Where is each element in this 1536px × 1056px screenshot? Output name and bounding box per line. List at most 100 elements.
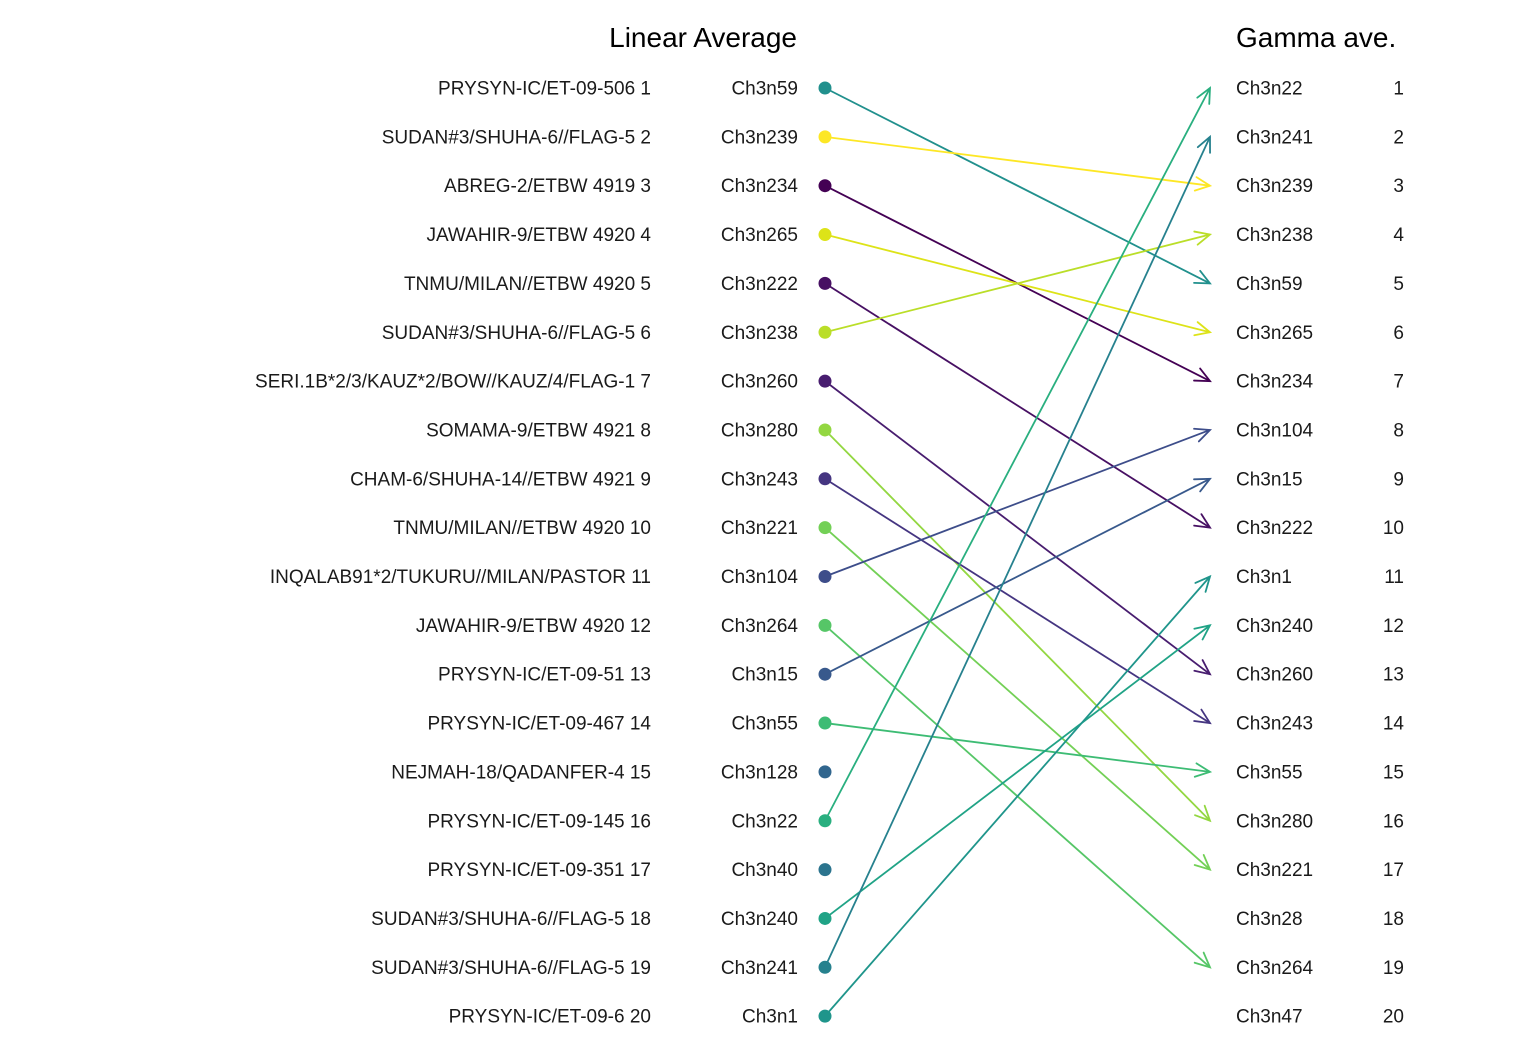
left-entry-name: TNMU/MILAN//ETBW 4920 10 xyxy=(393,518,651,539)
arrowhead xyxy=(1193,708,1212,725)
left-entry-id: Ch3n128 xyxy=(721,762,798,783)
right-entry-rank: 6 xyxy=(1393,323,1404,344)
right-entry-rank: 7 xyxy=(1393,372,1404,393)
right-entry-id: Ch3n22 xyxy=(1236,79,1303,100)
arrowhead xyxy=(1193,854,1212,872)
rank-change-arrows xyxy=(824,86,1213,1017)
right-entry-id: Ch3n264 xyxy=(1236,958,1314,979)
left-entry-id: Ch3n264 xyxy=(721,616,799,637)
left-entry-id: Ch3n59 xyxy=(731,79,798,100)
left-entry-id: Ch3n243 xyxy=(721,469,798,490)
right-entry-id: Ch3n243 xyxy=(1236,714,1313,735)
arrowhead xyxy=(1193,624,1212,641)
left-entry-id: Ch3n241 xyxy=(721,958,798,979)
right-entry-id: Ch3n59 xyxy=(1236,274,1303,295)
start-point xyxy=(818,472,832,486)
left-entry-name: PRYSYN-IC/ET-09-467 14 xyxy=(427,714,651,735)
left-title: Linear Average xyxy=(609,22,797,53)
right-entry-id: Ch3n222 xyxy=(1236,518,1313,539)
left-entry-name: PRYSYN-IC/ET-09-51 13 xyxy=(438,665,651,686)
left-entry-name: CHAM-6/SHUHA-14//ETBW 4921 9 xyxy=(350,469,651,490)
right-entry-rank: 3 xyxy=(1393,176,1404,197)
right-entry-rank: 19 xyxy=(1383,958,1404,979)
right-entry-id: Ch3n241 xyxy=(1236,127,1313,148)
right-entry-rank: 5 xyxy=(1393,274,1404,295)
right-entry-id: Ch3n260 xyxy=(1236,665,1313,686)
arrowhead xyxy=(1196,134,1211,154)
left-entry-id: Ch3n234 xyxy=(721,176,799,197)
arrowhead xyxy=(1193,477,1212,493)
rank-change-arrow xyxy=(824,429,1211,822)
right-entry-rank: 13 xyxy=(1383,665,1404,686)
rank-change-arrow xyxy=(824,722,1211,773)
right-entry-rank: 2 xyxy=(1393,127,1404,148)
arrowhead xyxy=(1193,321,1213,337)
left-entry-name: PRYSYN-IC/ET-09-145 16 xyxy=(427,811,651,832)
start-point xyxy=(818,374,832,388)
right-entry-id: Ch3n28 xyxy=(1236,909,1303,930)
right-entry-id: Ch3n240 xyxy=(1236,616,1313,637)
start-point xyxy=(818,570,832,583)
start-point xyxy=(818,1009,832,1023)
start-point xyxy=(818,521,832,535)
right-entry-id: Ch3n15 xyxy=(1236,469,1303,490)
start-point xyxy=(818,276,832,290)
left-entry-name: SUDAN#3/SHUHA-6//FLAG-5 2 xyxy=(382,127,651,148)
right-entry-rank: 15 xyxy=(1383,762,1404,783)
start-point xyxy=(818,960,832,974)
left-entry-name: JAWAHIR-9/ETBW 4920 4 xyxy=(426,225,651,246)
left-entry-id: Ch3n222 xyxy=(721,274,798,295)
left-entry-id: Ch3n239 xyxy=(721,127,798,148)
arrowhead xyxy=(1193,951,1212,969)
right-entry-id: Ch3n221 xyxy=(1236,860,1313,881)
left-entry-name: NEJMAH-18/QADANFER-4 15 xyxy=(391,762,651,783)
arrowhead xyxy=(1193,427,1212,443)
start-point xyxy=(818,423,832,437)
right-entry-rank: 10 xyxy=(1383,518,1404,539)
right-entry-id: Ch3n265 xyxy=(1236,323,1313,344)
row-labels: PRYSYN-IC/ET-09-506 1 Ch3n59 SUDAN#3/SHUHA… xyxy=(255,79,1404,1028)
left-entry-name: SOMAMA-9/ETBW 4921 8 xyxy=(426,420,651,441)
rank-change-arrow xyxy=(824,87,1211,822)
left-entry-id: Ch3n221 xyxy=(721,518,798,539)
right-entry-id: Ch3n55 xyxy=(1236,762,1303,783)
right-entry-id: Ch3n280 xyxy=(1236,811,1313,832)
start-point xyxy=(818,81,832,95)
right-entry-rank: 17 xyxy=(1383,860,1404,881)
start-point xyxy=(818,130,832,144)
right-entry-id: Ch3n104 xyxy=(1236,420,1314,441)
left-entry-name: PRYSYN-IC/ET-09-6 20 xyxy=(449,1007,651,1028)
right-entry-rank: 8 xyxy=(1393,420,1404,441)
left-entry-id: Ch3n240 xyxy=(721,909,798,930)
left-entry-id: Ch3n260 xyxy=(721,372,798,393)
rank-change-arrow xyxy=(824,233,1211,334)
arrowhead xyxy=(1194,804,1212,823)
right-entry-rank: 16 xyxy=(1383,811,1404,832)
right-entry-id: Ch3n239 xyxy=(1236,176,1313,197)
right-entry-id: Ch3n47 xyxy=(1236,1007,1303,1028)
start-points xyxy=(818,81,832,1023)
left-entry-id: Ch3n104 xyxy=(721,567,799,588)
left-entry-name: PRYSYN-IC/ET-09-351 17 xyxy=(427,860,651,881)
rank-change-arrow xyxy=(824,526,1211,871)
left-entry-id: Ch3n238 xyxy=(721,323,798,344)
right-entry-rank: 20 xyxy=(1383,1007,1404,1028)
rank-change-arrow xyxy=(824,477,1211,676)
arrowhead xyxy=(1193,513,1212,529)
rank-change-arrow xyxy=(824,429,1211,578)
arrowhead xyxy=(1193,762,1213,778)
arrowhead xyxy=(1193,269,1212,285)
start-point xyxy=(818,716,832,730)
start-point xyxy=(818,618,832,632)
left-entry-name: SUDAN#3/SHUHA-6//FLAG-5 6 xyxy=(382,323,651,344)
left-entry-id: Ch3n15 xyxy=(731,665,798,686)
left-entry-id: Ch3n1 xyxy=(742,1007,798,1028)
rank-change-arrow xyxy=(824,575,1211,1017)
left-entry-name: JAWAHIR-9/ETBW 4920 12 xyxy=(416,616,651,637)
rank-change-arrow xyxy=(824,624,1211,920)
rank-change-arrow xyxy=(824,87,1211,285)
left-entry-id: Ch3n40 xyxy=(731,860,798,881)
right-entry-rank: 11 xyxy=(1384,567,1404,588)
